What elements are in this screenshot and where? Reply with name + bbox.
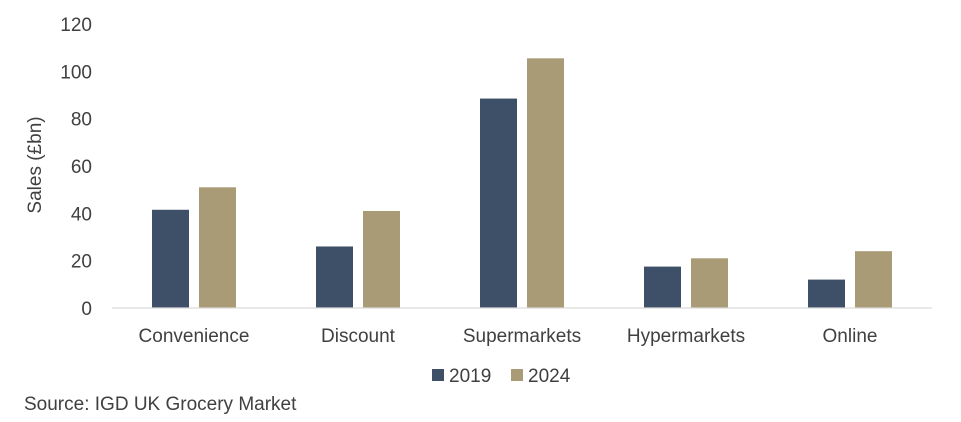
y-tick-label: 60	[71, 157, 92, 178]
x-tick-label: Hypermarkets	[627, 326, 745, 347]
x-tick-label: Supermarkets	[463, 326, 581, 347]
y-tick-label: 40	[71, 204, 92, 225]
x-axis-labels: Convenience Discount Supermarkets Hypermark…	[139, 326, 878, 347]
bar-discount-2019	[316, 246, 353, 308]
bar-hypermarkets-2019	[644, 266, 681, 308]
bar-online-2019	[808, 279, 845, 308]
y-tick-label: 0	[81, 299, 92, 320]
y-tick-label: 120	[60, 15, 92, 36]
bar-supermarkets-2019	[480, 98, 517, 308]
x-tick-label: Online	[823, 326, 878, 347]
source-note: Source: IGD UK Grocery Market	[24, 394, 297, 415]
x-tick-label: Discount	[321, 326, 396, 347]
legend-label-2024: 2024	[528, 366, 571, 387]
bar-discount-2024	[363, 210, 400, 308]
y-axis-ticks: 0 20 40 60 80 100 120	[60, 15, 92, 320]
legend-swatch-2019	[432, 369, 444, 381]
legend-swatch-2024	[511, 369, 523, 381]
legend: 2019 2024	[432, 366, 571, 387]
bar-supermarkets-2024	[527, 58, 564, 308]
y-tick-label: 80	[71, 110, 92, 131]
y-tick-label: 100	[60, 62, 92, 83]
bar-online-2024	[855, 251, 892, 308]
y-tick-label: 20	[71, 252, 92, 273]
x-tick-label: Convenience	[139, 326, 250, 347]
bars	[152, 58, 892, 308]
legend-label-2019: 2019	[449, 366, 491, 387]
y-axis-title: Sales (£bn)	[25, 116, 46, 213]
bar-convenience-2019	[152, 209, 189, 308]
bar-convenience-2024	[199, 187, 236, 308]
bar-hypermarkets-2024	[691, 258, 728, 308]
